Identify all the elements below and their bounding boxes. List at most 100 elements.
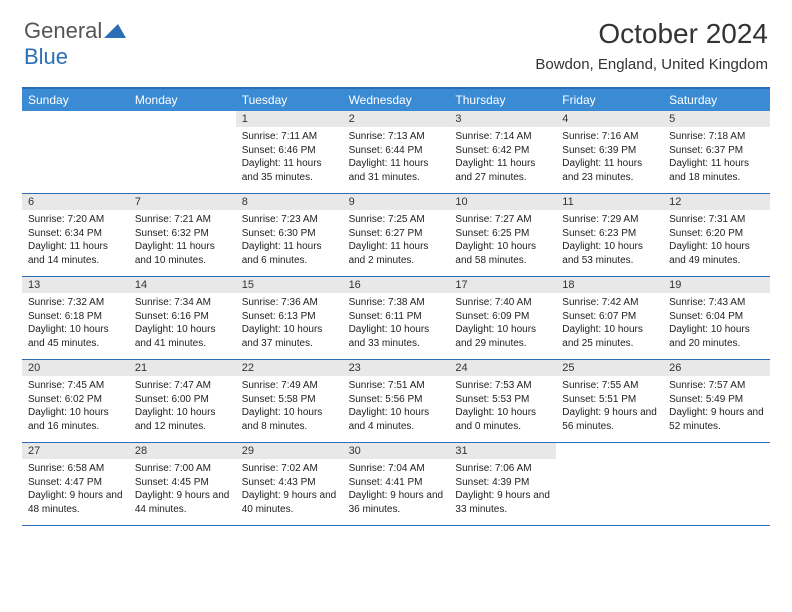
day-cell: 31Sunrise: 7:06 AMSunset: 4:39 PMDayligh… (449, 443, 556, 525)
day-cell: 23Sunrise: 7:51 AMSunset: 5:56 PMDayligh… (343, 360, 450, 442)
sunrise-text: Sunrise: 7:49 AM (242, 379, 337, 393)
day-number: 6 (22, 194, 129, 210)
day-data: Sunrise: 7:04 AMSunset: 4:41 PMDaylight:… (343, 459, 450, 520)
sunrise-text: Sunrise: 7:11 AM (242, 130, 337, 144)
day-data: Sunrise: 7:51 AMSunset: 5:56 PMDaylight:… (343, 376, 450, 437)
sunset-text: Sunset: 5:49 PM (669, 393, 764, 407)
day-cell: 6Sunrise: 7:20 AMSunset: 6:34 PMDaylight… (22, 194, 129, 276)
day-data: Sunrise: 7:23 AMSunset: 6:30 PMDaylight:… (236, 210, 343, 271)
sunset-text: Sunset: 6:02 PM (28, 393, 123, 407)
sunrise-text: Sunrise: 7:47 AM (135, 379, 230, 393)
day-cell: 11Sunrise: 7:29 AMSunset: 6:23 PMDayligh… (556, 194, 663, 276)
day-cell: 27Sunrise: 6:58 AMSunset: 4:47 PMDayligh… (22, 443, 129, 525)
day-cell (556, 443, 663, 525)
sunrise-text: Sunrise: 7:45 AM (28, 379, 123, 393)
header: General Blue October 2024 Bowdon, Englan… (0, 0, 792, 77)
sunset-text: Sunset: 5:51 PM (562, 393, 657, 407)
day-cell: 12 Sunrise: 7:31 AMSunset: 6:20 PMDayligh… (663, 194, 770, 276)
day-cell: 21Sunrise: 7:47 AMSunset: 6:00 PMDayligh… (129, 360, 236, 442)
day-header: Sunday (22, 89, 129, 111)
daylight-text: Daylight: 10 hours and 16 minutes. (28, 406, 123, 433)
day-cell: 15Sunrise: 7:36 AMSunset: 6:13 PMDayligh… (236, 277, 343, 359)
day-data: Sunrise: 7:06 AMSunset: 4:39 PMDaylight:… (449, 459, 556, 520)
day-data: Sunrise: 7:21 AMSunset: 6:32 PMDaylight:… (129, 210, 236, 271)
day-cell: 14Sunrise: 7:34 AMSunset: 6:16 PMDayligh… (129, 277, 236, 359)
day-number: 1 (236, 111, 343, 127)
sunset-text: Sunset: 6:32 PM (135, 227, 230, 241)
day-number: 31 (449, 443, 556, 459)
sunset-text: Sunset: 6:04 PM (669, 310, 764, 324)
day-number: 7 (129, 194, 236, 210)
day-data: Sunrise: 7:34 AMSunset: 6:16 PMDaylight:… (129, 293, 236, 354)
daylight-text: Daylight: 11 hours and 27 minutes. (455, 157, 550, 184)
day-cell: 4Sunrise: 7:16 AMSunset: 6:39 PMDaylight… (556, 111, 663, 193)
daylight-text: Daylight: 9 hours and 44 minutes. (135, 489, 230, 516)
day-data: Sunrise: 7:27 AMSunset: 6:25 PMDaylight:… (449, 210, 556, 271)
daylight-text: Daylight: 10 hours and 58 minutes. (455, 240, 550, 267)
day-cell: 28Sunrise: 7:00 AMSunset: 4:45 PMDayligh… (129, 443, 236, 525)
daylight-text: Daylight: 11 hours and 23 minutes. (562, 157, 657, 184)
sunset-text: Sunset: 6:20 PM (669, 227, 764, 241)
sunrise-text: Sunrise: 7:53 AM (455, 379, 550, 393)
month-title: October 2024 (535, 18, 768, 50)
day-data: Sunrise: 7:45 AMSunset: 6:02 PMDaylight:… (22, 376, 129, 437)
daylight-text: Daylight: 11 hours and 18 minutes. (669, 157, 764, 184)
sunrise-text: Sunrise: 7:14 AM (455, 130, 550, 144)
day-data: Sunrise: 7:02 AMSunset: 4:43 PMDaylight:… (236, 459, 343, 520)
sunrise-text: Sunrise: 7:31 AM (669, 213, 764, 227)
daylight-text: Daylight: 10 hours and 33 minutes. (349, 323, 444, 350)
sunrise-text: Sunrise: 7:32 AM (28, 296, 123, 310)
day-cell: 2Sunrise: 7:13 AMSunset: 6:44 PMDaylight… (343, 111, 450, 193)
week-row: 27Sunrise: 6:58 AMSunset: 4:47 PMDayligh… (22, 443, 770, 526)
day-number: 20 (22, 360, 129, 376)
sunset-text: Sunset: 6:00 PM (135, 393, 230, 407)
daylight-text: Daylight: 10 hours and 29 minutes. (455, 323, 550, 350)
calendar: SundayMondayTuesdayWednesdayThursdayFrid… (22, 87, 770, 526)
day-data: Sunrise: 7:47 AMSunset: 6:00 PMDaylight:… (129, 376, 236, 437)
sunset-text: Sunset: 6:30 PM (242, 227, 337, 241)
daylight-text: Daylight: 10 hours and 20 minutes. (669, 323, 764, 350)
sunset-text: Sunset: 5:56 PM (349, 393, 444, 407)
day-number: 28 (129, 443, 236, 459)
day-cell: 9Sunrise: 7:25 AMSunset: 6:27 PMDaylight… (343, 194, 450, 276)
daylight-text: Daylight: 10 hours and 8 minutes. (242, 406, 337, 433)
day-number: 13 (22, 277, 129, 293)
sunrise-text: Sunrise: 7:25 AM (349, 213, 444, 227)
daylight-text: Daylight: 10 hours and 49 minutes. (669, 240, 764, 267)
sunset-text: Sunset: 6:25 PM (455, 227, 550, 241)
day-number: 5 (663, 111, 770, 127)
day-cell: 8Sunrise: 7:23 AMSunset: 6:30 PMDaylight… (236, 194, 343, 276)
day-data: Sunrise: 7:43 AMSunset: 6:04 PMDaylight:… (663, 293, 770, 354)
sunset-text: Sunset: 6:34 PM (28, 227, 123, 241)
day-cell: 7Sunrise: 7:21 AMSunset: 6:32 PMDaylight… (129, 194, 236, 276)
sunset-text: Sunset: 5:58 PM (242, 393, 337, 407)
daylight-text: Daylight: 11 hours and 6 minutes. (242, 240, 337, 267)
day-data: Sunrise: 7:18 AMSunset: 6:37 PMDaylight:… (663, 127, 770, 188)
week-row: 1Sunrise: 7:11 AMSunset: 6:46 PMDaylight… (22, 111, 770, 194)
day-cell: 30Sunrise: 7:04 AMSunset: 4:41 PMDayligh… (343, 443, 450, 525)
day-data: Sunrise: 7:16 AMSunset: 6:39 PMDaylight:… (556, 127, 663, 188)
sunrise-text: Sunrise: 7:27 AM (455, 213, 550, 227)
day-number: 11 (556, 194, 663, 210)
sunrise-text: Sunrise: 7:36 AM (242, 296, 337, 310)
sunset-text: Sunset: 6:42 PM (455, 144, 550, 158)
daylight-text: Daylight: 10 hours and 37 minutes. (242, 323, 337, 350)
day-cell: 1Sunrise: 7:11 AMSunset: 6:46 PMDaylight… (236, 111, 343, 193)
day-number: 12 (663, 194, 770, 210)
daylight-text: Daylight: 9 hours and 52 minutes. (669, 406, 764, 433)
sunset-text: Sunset: 6:13 PM (242, 310, 337, 324)
day-data: Sunrise: 7:11 AMSunset: 6:46 PMDaylight:… (236, 127, 343, 188)
day-number: 29 (236, 443, 343, 459)
daylight-text: Daylight: 9 hours and 56 minutes. (562, 406, 657, 433)
week-row: 13Sunrise: 7:32 AMSunset: 6:18 PMDayligh… (22, 277, 770, 360)
week-row: 6Sunrise: 7:20 AMSunset: 6:34 PMDaylight… (22, 194, 770, 277)
location-text: Bowdon, England, United Kingdom (535, 56, 768, 73)
daylight-text: Daylight: 10 hours and 41 minutes. (135, 323, 230, 350)
sunset-text: Sunset: 6:44 PM (349, 144, 444, 158)
sunset-text: Sunset: 6:11 PM (349, 310, 444, 324)
day-data: Sunrise: 6:58 AMSunset: 4:47 PMDaylight:… (22, 459, 129, 520)
day-cell (22, 111, 129, 193)
daylight-text: Daylight: 11 hours and 14 minutes. (28, 240, 123, 267)
day-cell: 17Sunrise: 7:40 AMSunset: 6:09 PMDayligh… (449, 277, 556, 359)
day-data: Sunrise: 7:14 AMSunset: 6:42 PMDaylight:… (449, 127, 556, 188)
